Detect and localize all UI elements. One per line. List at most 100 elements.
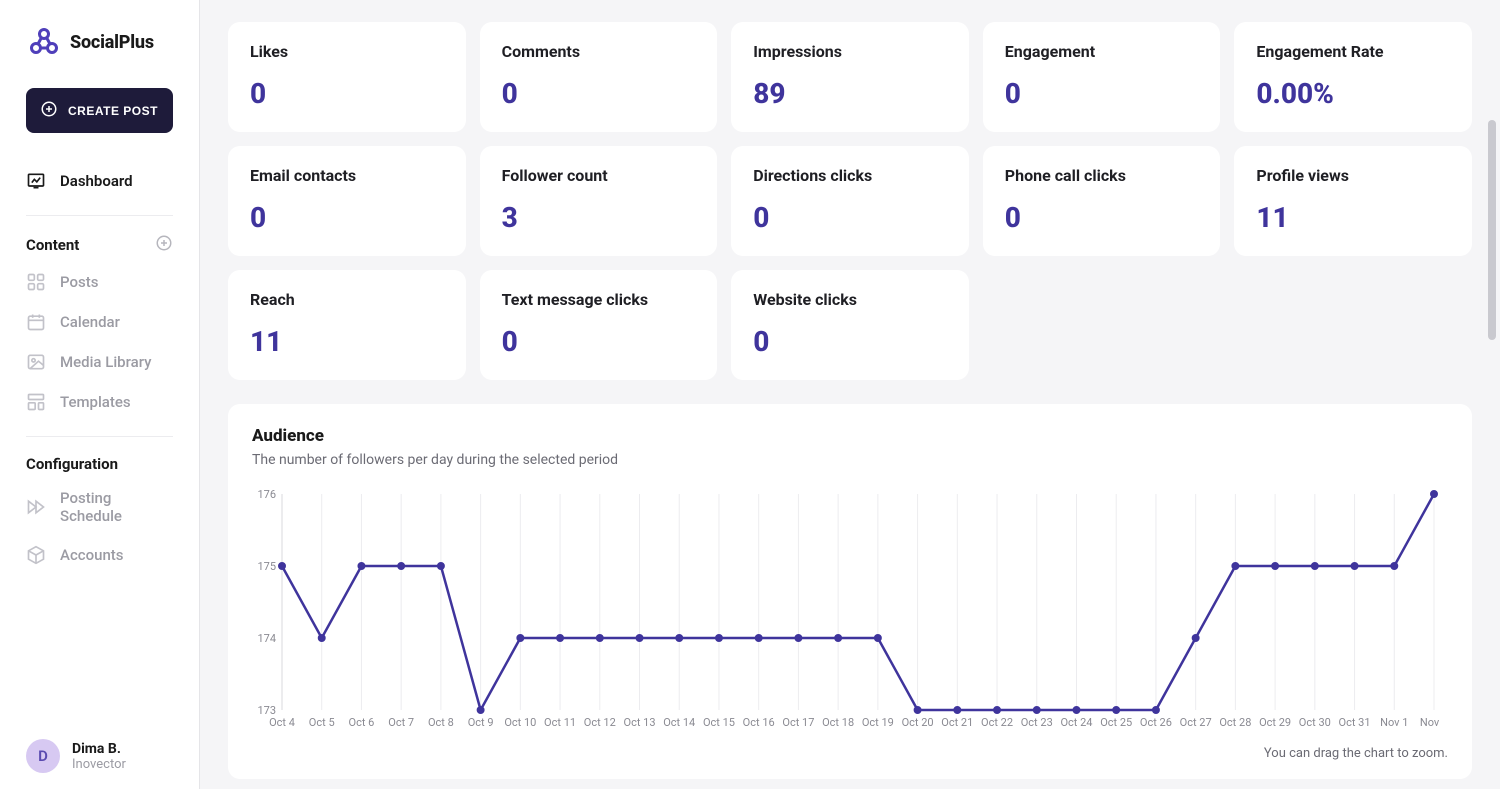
- metric-label: Phone call clicks: [1005, 166, 1199, 185]
- nav-templates[interactable]: Templates: [26, 382, 173, 422]
- metric-value: 0.00%: [1256, 77, 1450, 110]
- metric-card: Follower count3: [480, 146, 718, 256]
- user-text: Dima B. Inovector: [72, 741, 126, 772]
- dashboard-icon: [26, 171, 46, 191]
- nav-accounts[interactable]: Accounts: [26, 535, 173, 575]
- chart-title: Audience: [252, 426, 1448, 446]
- nav-posting-schedule[interactable]: Posting Schedule: [26, 479, 173, 535]
- nav-accounts-label: Accounts: [60, 546, 124, 564]
- svg-text:Oct 13: Oct 13: [624, 716, 656, 729]
- svg-text:Oct 30: Oct 30: [1299, 716, 1331, 729]
- svg-text:Oct 5: Oct 5: [309, 716, 335, 729]
- metric-card: Likes0: [228, 22, 466, 132]
- grid-icon: [26, 272, 46, 292]
- metric-value: 0: [1005, 77, 1199, 110]
- sidebar-spacer: [0, 575, 199, 739]
- nav-dashboard[interactable]: Dashboard: [26, 161, 173, 201]
- svg-text:Oct 11: Oct 11: [544, 716, 576, 729]
- svg-text:Oct 26: Oct 26: [1140, 716, 1172, 729]
- app-root: SocialPlus CREATE POST Dashboard: [0, 0, 1500, 789]
- user-name: Dima B.: [72, 741, 126, 757]
- metric-value: 0: [250, 201, 444, 234]
- svg-text:Oct 16: Oct 16: [743, 716, 775, 729]
- svg-text:Oct 9: Oct 9: [468, 716, 494, 729]
- nav: Dashboard Content Posts Calendar: [0, 161, 199, 575]
- metric-value: 0: [502, 325, 696, 358]
- metric-value: 0: [1005, 201, 1199, 234]
- svg-text:Oct 4: Oct 4: [269, 716, 295, 729]
- metric-card: Text message clicks 0: [480, 270, 718, 380]
- metric-card: Profile views 11: [1234, 146, 1472, 256]
- nav-calendar[interactable]: Calendar: [26, 302, 173, 342]
- metric-value: 89: [753, 77, 947, 110]
- config-section-header: Configuration: [26, 451, 173, 479]
- svg-text:Nov 1: Nov 1: [1380, 716, 1408, 729]
- svg-text:Oct 20: Oct 20: [902, 716, 934, 729]
- chart-subtitle: The number of followers per day during t…: [252, 452, 1448, 468]
- svg-text:Oct 25: Oct 25: [1100, 716, 1132, 729]
- metric-label: Text message clicks: [502, 290, 696, 309]
- brand-name: SocialPlus: [70, 32, 154, 53]
- metric-label: Engagement Rate: [1256, 42, 1450, 61]
- svg-text:Oct 15: Oct 15: [703, 716, 735, 729]
- avatar: D: [26, 739, 60, 773]
- metric-card: Email contacts0: [228, 146, 466, 256]
- audience-chart-card: Audience The number of followers per day…: [228, 404, 1472, 779]
- image-icon: [26, 352, 46, 372]
- calendar-icon: [26, 312, 46, 332]
- config-header-label: Configuration: [26, 455, 118, 473]
- create-post-button[interactable]: CREATE POST: [26, 88, 173, 133]
- svg-text:Oct 6: Oct 6: [349, 716, 375, 729]
- svg-text:Oct 22: Oct 22: [981, 716, 1013, 729]
- chart-area[interactable]: 173174175176Oct 4Oct 5Oct 6Oct 7Oct 8Oct…: [252, 486, 1448, 738]
- metric-value: 0: [502, 77, 696, 110]
- nav-templates-label: Templates: [60, 393, 131, 411]
- metric-label: Impressions: [753, 42, 947, 61]
- svg-text:Oct 29: Oct 29: [1259, 716, 1291, 729]
- scrollbar-thumb[interactable]: [1488, 120, 1496, 340]
- svg-text:Oct 17: Oct 17: [782, 716, 814, 729]
- cube-icon: [26, 545, 46, 565]
- svg-text:Oct 12: Oct 12: [584, 716, 616, 729]
- sidebar: SocialPlus CREATE POST Dashboard: [0, 0, 200, 789]
- svg-text:Oct 19: Oct 19: [862, 716, 894, 729]
- create-post-label: CREATE POST: [68, 104, 158, 118]
- user-org: Inovector: [72, 757, 126, 772]
- svg-text:Oct 28: Oct 28: [1219, 716, 1251, 729]
- main-content: Likes0Comments0Impressions89Engagement0E…: [200, 0, 1500, 789]
- metric-value: 11: [250, 325, 444, 358]
- nav-media-library[interactable]: Media Library: [26, 342, 173, 382]
- metric-value: 11: [1256, 201, 1450, 234]
- nav-media-label: Media Library: [60, 353, 152, 371]
- nav-dashboard-label: Dashboard: [60, 172, 133, 190]
- svg-text:Oct 14: Oct 14: [663, 716, 695, 729]
- svg-text:176: 176: [257, 488, 276, 501]
- metric-card: Impressions 89: [731, 22, 969, 132]
- logo-icon: [26, 24, 62, 60]
- nav-divider: [26, 215, 173, 216]
- nav-posts[interactable]: Posts: [26, 262, 173, 302]
- content-section-header: Content: [26, 230, 173, 262]
- metric-label: Directions clicks: [753, 166, 947, 185]
- metric-card: Engagement0: [983, 22, 1221, 132]
- metric-label: Website clicks: [753, 290, 947, 309]
- nav-posts-label: Posts: [60, 273, 98, 291]
- svg-text:Oct 24: Oct 24: [1060, 716, 1092, 729]
- audience-line-chart[interactable]: 173174175176Oct 4Oct 5Oct 6Oct 7Oct 8Oct…: [252, 486, 1442, 734]
- chart-hint: You can drag the chart to zoom.: [252, 746, 1448, 761]
- add-content-icon[interactable]: [155, 234, 173, 256]
- svg-text:Oct 10: Oct 10: [504, 716, 536, 729]
- fast-forward-icon: [26, 497, 46, 517]
- metric-label: Profile views: [1256, 166, 1450, 185]
- user-block[interactable]: D Dima B. Inovector: [0, 739, 199, 773]
- svg-text:174: 174: [257, 632, 276, 645]
- svg-text:Oct 7: Oct 7: [388, 716, 414, 729]
- svg-text:175: 175: [257, 560, 276, 573]
- svg-text:Oct 18: Oct 18: [822, 716, 854, 729]
- brand-logo[interactable]: SocialPlus: [0, 24, 199, 60]
- nav-schedule-label: Posting Schedule: [60, 489, 173, 525]
- metrics-grid: Likes0Comments0Impressions89Engagement0E…: [228, 22, 1472, 380]
- metric-value: 0: [753, 325, 947, 358]
- metric-value: 3: [502, 201, 696, 234]
- svg-text:Oct 8: Oct 8: [428, 716, 454, 729]
